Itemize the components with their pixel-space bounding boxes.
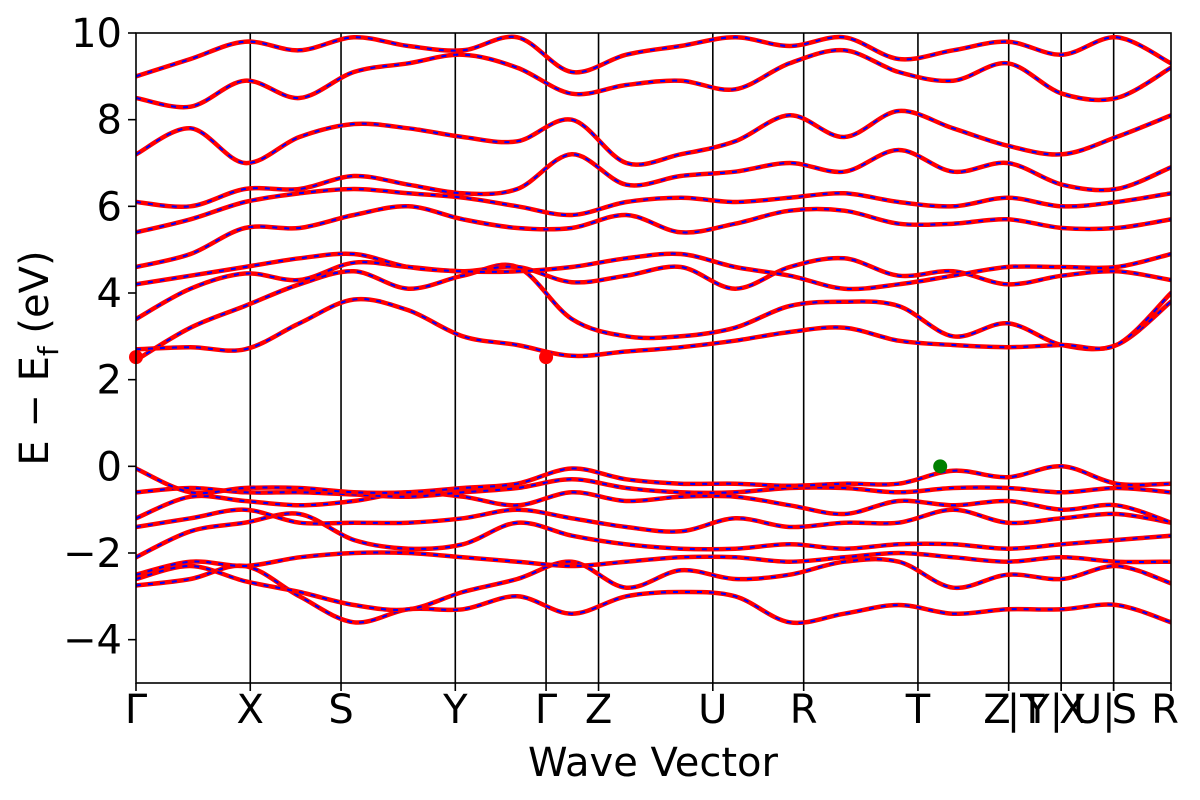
x-tick-label: Y [442,687,468,733]
band-overlay-14 [136,148,1171,208]
x-tick-label: R [790,687,818,733]
x-tick-label: U [698,687,727,733]
band-overlay-12 [136,205,1171,268]
y-tick-label: 10 [71,11,122,57]
x-tick-label: U| [1073,687,1116,733]
cbm-marker [539,350,554,365]
plot-background [136,33,1171,683]
band-overlay-13 [136,187,1171,234]
y-tick-label: 4 [97,271,122,317]
y-tick-label: 6 [97,184,122,230]
band-edge-markers [129,350,948,474]
x-tick-label: X [1059,687,1086,733]
band-overlay-17 [136,35,1171,78]
band-overlay-3 [136,512,1171,559]
band-overlay-0 [136,564,1171,624]
band-overlay-10 [136,257,1171,320]
vbm-marker [933,459,948,474]
y-tick-label: −4 [63,618,122,664]
y-axis-title-main: E − E [12,356,58,466]
x-tick-label: Z [585,687,612,733]
band-overlay-9 [136,292,1171,357]
y-axis-title: E − Ef (eV) [12,250,65,465]
band-overlay-11 [136,252,1171,291]
high-symmetry-lines [249,33,1115,683]
x-tick-label: R [1151,687,1179,733]
band-overlay-4 [136,508,1171,533]
x-tick-label: S [328,687,353,733]
y-tick-label: 8 [97,98,122,144]
band-overlay-5 [136,491,1171,524]
x-tick-label: Y| [1024,687,1063,733]
band-line-16 [136,47,1171,110]
x-tick-label: Γ [125,687,148,733]
x-tick-label: Z [983,687,1010,733]
x-tick-label: T [905,687,931,733]
x-tick-label: |T [1007,687,1045,733]
x-tick-label: X [237,687,264,733]
y-tick-label: 0 [97,444,122,490]
x-tick-label: S [1112,687,1137,733]
band-overlay-2 [136,551,1171,576]
band-overlay-15 [136,109,1171,166]
band-overlay-6 [136,478,1171,498]
x-axis-ticks: Γ X S Y Γ Z U R T Z|TY|XU|S R [125,683,1179,733]
y-tick-label: −2 [63,531,122,577]
plot-frame [135,32,1172,684]
x-tick-label: Γ [535,687,558,733]
band-overlay-8 [136,263,1171,362]
y-tick-label: 2 [97,358,122,404]
band-overlay-1 [136,558,1171,611]
y-axis-ticks: −4 −2 0 2 4 6 8 10 [63,11,136,664]
bands-group [136,34,1171,626]
band-overlay-7 [136,465,1171,495]
x-axis-title: Wave Vector [528,740,779,786]
y-axis-title-unit: (eV) [12,250,58,346]
y-axis-title-sub: f [32,345,65,356]
